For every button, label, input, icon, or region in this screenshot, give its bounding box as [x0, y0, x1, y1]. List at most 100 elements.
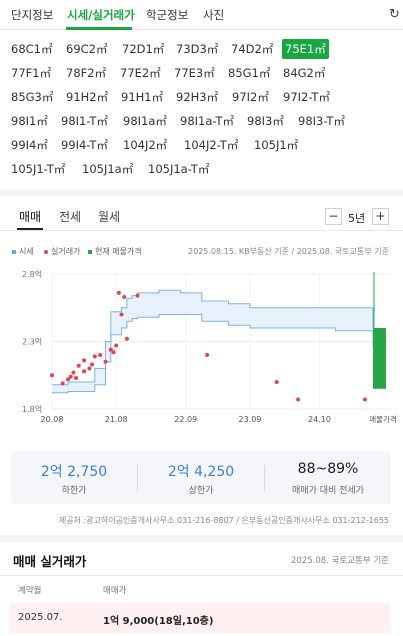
area-chip[interactable]: 105J1㎡ — [254, 138, 299, 152]
listing-price-bar — [373, 328, 386, 389]
area-chip[interactable]: 98I3㎡ — [247, 114, 284, 128]
area-chip[interactable]: 68C1㎡ — [11, 42, 53, 56]
top-tab-bar: 단지정보 시세/실거래가 학군정보 사진 ↻ — [0, 0, 403, 30]
tab-sale[interactable]: 매매 — [19, 210, 42, 224]
area-chip[interactable]: 84G2㎡ — [283, 66, 326, 80]
transaction-point — [76, 363, 81, 368]
transaction-point — [71, 370, 76, 375]
summary-value: 2억 4,250 — [167, 464, 235, 480]
summary-upper-price: 2억 4,250 상한가 — [138, 451, 264, 504]
transaction-point — [103, 359, 108, 364]
tab-complex-info[interactable]: 단지정보 — [11, 8, 54, 22]
tab-photos[interactable]: 사진 — [203, 8, 225, 22]
area-chip[interactable]: 91H1㎡ — [121, 90, 164, 104]
area-chip[interactable]: 105J1-T㎡ — [11, 162, 66, 176]
summary-label: 매매가 대비 전세가 — [292, 486, 364, 496]
summary-value: 88~89% — [297, 461, 359, 477]
transaction-point — [111, 350, 116, 355]
transaction-point — [66, 377, 71, 382]
area-chip[interactable]: 97I2-T㎡ — [283, 90, 330, 104]
deals-source: 2025.08. 국토교통부 기준 — [291, 556, 389, 566]
legend-listing-price: 현재 매물가격 — [88, 246, 142, 257]
summary-divider — [137, 465, 138, 491]
period-minus-button[interactable]: − — [325, 208, 342, 225]
deal-month: 2025.07. — [18, 612, 63, 623]
area-chip[interactable]: 85G3㎡ — [11, 90, 54, 104]
tab-monthly-rent[interactable]: 월세 — [98, 210, 121, 224]
summary-jeonse-ratio: 88~89% 매매가 대비 전세가 — [265, 451, 391, 504]
period-label: 5년 — [348, 212, 366, 225]
price-band-upper-line — [52, 289, 374, 386]
area-chip[interactable]: 77E3㎡ — [174, 66, 215, 80]
summary-label: 상한가 — [188, 486, 214, 496]
area-chip[interactable]: 69C2㎡ — [66, 42, 108, 56]
y-tick-label: 2.3억 — [22, 337, 42, 347]
area-chip[interactable]: 104J2㎡ — [123, 138, 168, 152]
legend-transaction-price: 실거래가 — [44, 246, 80, 257]
legend-marker — [12, 249, 16, 254]
area-chip[interactable]: 98I1a-T㎡ — [180, 114, 235, 128]
area-chip[interactable]: 98I3-T㎡ — [298, 114, 345, 128]
price-summary: 2억 2,750 하한가 2억 4,250 상한가 88~89% 매매가 대비 … — [11, 451, 391, 504]
x-tick-label: 23.09 — [238, 415, 261, 424]
transaction-point — [122, 294, 127, 299]
x-tick-label: 21.08 — [105, 415, 128, 424]
transaction-point — [119, 312, 124, 317]
area-chip[interactable]: 104J2-T㎡ — [184, 138, 239, 152]
transaction-point — [82, 369, 87, 374]
transaction-point — [98, 353, 103, 357]
area-chip[interactable]: 97I2㎡ — [232, 90, 269, 104]
area-chip[interactable]: 74D2㎡ — [231, 42, 274, 56]
tab-price-transaction[interactable]: 시세/실거래가 — [67, 8, 135, 22]
summary-label: 하한가 — [61, 486, 87, 496]
transaction-point — [296, 397, 301, 402]
area-chip[interactable]: 105J1a-T㎡ — [148, 162, 210, 176]
legend-label: 실거래가 — [51, 247, 81, 256]
transaction-point — [108, 347, 113, 352]
area-chip[interactable]: 99I4-T㎡ — [61, 138, 108, 152]
area-chip[interactable]: 92H3㎡ — [176, 90, 219, 104]
transaction-point — [87, 366, 92, 371]
area-chip[interactable]: 98I1-T㎡ — [61, 114, 108, 128]
y-tick-label: 2.8억 — [22, 269, 42, 279]
area-chip[interactable]: 91H2㎡ — [66, 90, 109, 104]
area-chip[interactable]: 105J1a㎡ — [82, 162, 134, 176]
area-chip[interactable]: 85G1㎡ — [228, 66, 271, 80]
x-extra-label: 매물가격 — [369, 414, 397, 424]
deals-table-header: 계약월 매매가 — [0, 575, 403, 599]
data-provider: 제공처 :광고하이공인중개사사무소 031-216-8807 / 은부동산공인중… — [58, 516, 389, 525]
transaction-point — [90, 362, 95, 367]
area-chip-selected[interactable]: 75E1㎡ — [282, 39, 329, 59]
area-chip[interactable]: 77F1㎡ — [11, 66, 52, 80]
area-chip[interactable]: 73D3㎡ — [176, 42, 219, 56]
transaction-point — [82, 358, 87, 363]
legend-market-price: 시세 — [12, 246, 34, 257]
transaction-point — [116, 290, 121, 295]
area-chip[interactable]: 99I4㎡ — [11, 138, 48, 152]
transaction-point — [50, 373, 54, 378]
summary-lower-price: 2억 2,750 하한가 — [11, 451, 137, 504]
period-plus-button[interactable]: + — [372, 208, 389, 225]
transaction-point — [60, 381, 65, 386]
deal-price: 1억 9,000(18일,10층) — [103, 616, 214, 627]
tab-jeonse[interactable]: 전세 — [59, 210, 82, 224]
refresh-icon[interactable]: ↻ — [389, 7, 400, 22]
section-divider — [0, 189, 403, 196]
legend-marker — [44, 249, 48, 254]
table-row[interactable]: 2025.07. 1억 9,000(18일,10층) — [10, 603, 390, 633]
area-chip[interactable]: 98I1a㎡ — [123, 114, 167, 128]
column-header: 매매가 — [103, 586, 127, 596]
area-chip[interactable]: 78F2㎡ — [66, 66, 107, 80]
area-chip[interactable]: 98I1㎡ — [11, 114, 48, 128]
legend-marker — [88, 249, 92, 254]
transaction-point — [68, 374, 73, 379]
area-chip[interactable]: 77E2㎡ — [120, 66, 161, 80]
y-tick-label: 1.8억 — [22, 404, 42, 414]
price-band-fill — [52, 290, 373, 393]
tab-school-info[interactable]: 학군정보 — [146, 8, 189, 22]
transaction-point — [74, 375, 79, 380]
area-chip[interactable]: 72D1㎡ — [122, 42, 165, 56]
transaction-point — [114, 343, 119, 348]
transaction-point — [205, 353, 210, 357]
